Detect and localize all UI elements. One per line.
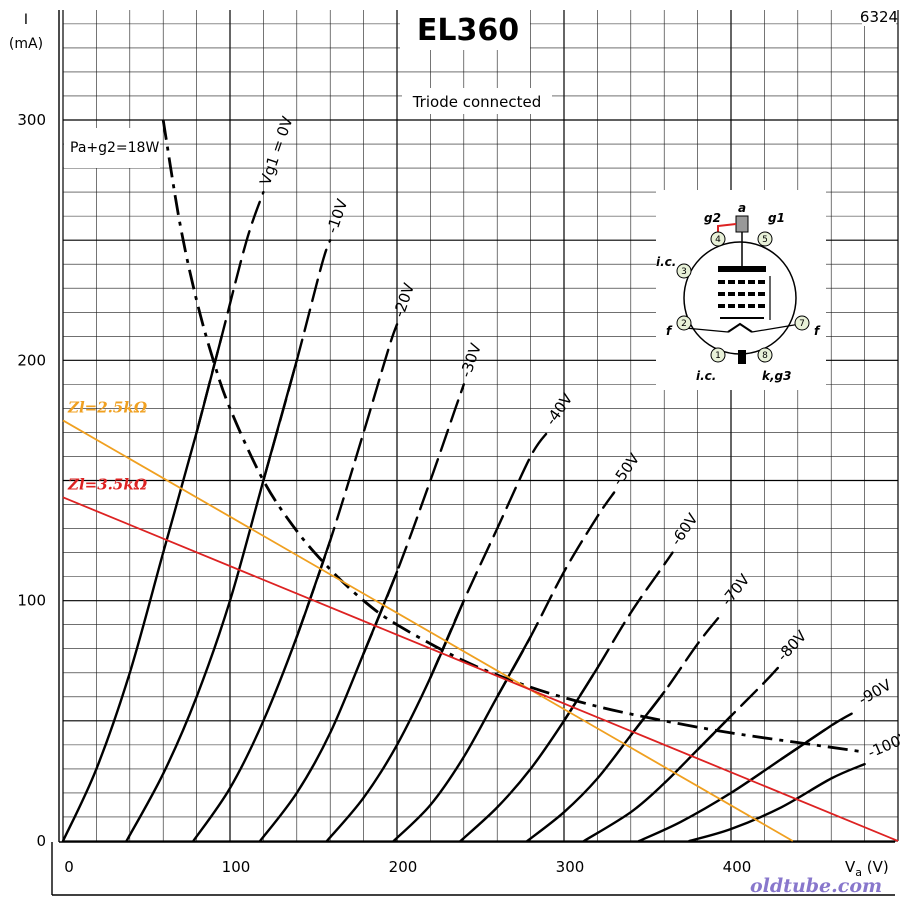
- pin-5: [757, 231, 773, 247]
- y-axis-label-unit: (mA): [9, 36, 43, 52]
- pin-2-label: f: [666, 324, 673, 338]
- top-cap: [735, 215, 749, 233]
- x-tick-label: 200: [389, 858, 418, 876]
- y-axis-label-symbol: I: [24, 12, 28, 28]
- curve-dashed-7: [629, 611, 724, 737]
- anode-plate: [718, 266, 766, 272]
- subtitle-background: [402, 88, 552, 114]
- curve-dashed-4: [429, 431, 549, 679]
- pin-2: [676, 315, 692, 331]
- x-label-background: [835, 850, 893, 880]
- dissipation-label: Pa+g2=18W: [70, 140, 159, 156]
- ref-number: 6324: [860, 8, 898, 26]
- base-key: [738, 350, 746, 364]
- pin-8-label: k,g3: [762, 369, 791, 383]
- curve-dashed-2: [295, 323, 399, 638]
- dissipation-limit: [161, 119, 865, 754]
- ref-number-background: [862, 8, 896, 26]
- pin-5-number: 5: [762, 235, 768, 245]
- curve-dashed-0: [195, 190, 265, 434]
- tube-base-diagram: 4 5 3 2 7 1 8 g2 a g1 i.c. f f i.c. k,g3: [656, 190, 826, 390]
- pin-3: [676, 263, 692, 279]
- pin-1: [710, 347, 726, 363]
- pin-2-number: 2: [681, 319, 687, 329]
- curve-dashed-3: [362, 383, 465, 655]
- grid-voltage-curves: [61, 190, 866, 843]
- pin-3-label: i.c.: [656, 255, 676, 269]
- curve-dashed-9: [779, 710, 858, 761]
- y-tick-label: 100: [17, 592, 46, 610]
- chart-subtitle: Triode connected: [412, 93, 542, 111]
- pin-7: [794, 315, 810, 331]
- heater-lead-right: [751, 323, 801, 333]
- pin-4-label: g2: [704, 211, 721, 225]
- pin-1-label: i.c.: [696, 369, 716, 383]
- curve-solid-10: [688, 762, 866, 843]
- x-tick-label: 100: [222, 858, 251, 876]
- title-background: [400, 8, 530, 50]
- load-line-0: [62, 419, 794, 842]
- curve-solid-1: [125, 359, 298, 843]
- watermark: oldtube.com: [750, 875, 882, 897]
- x-tick-labels: 0 100 200 300 400: [64, 858, 751, 876]
- dissipation-label-background: [64, 128, 160, 168]
- pin-4: [710, 231, 726, 247]
- heater: [727, 322, 753, 333]
- chart-title: EL360: [417, 13, 519, 48]
- curve-dashed-5: [496, 491, 616, 698]
- x-tick-label: 0: [64, 858, 74, 876]
- y-tick-label: 200: [17, 351, 46, 369]
- load-line-1: [62, 496, 899, 842]
- curve-dashed-1: [262, 239, 332, 482]
- pin-5-label: g1: [768, 211, 785, 225]
- load-line-label-0: Zl=2.5kΩ: [67, 398, 148, 416]
- y-tick-labels: 0 100 200 300: [17, 111, 46, 850]
- load-line-label-1: Zl=3.5kΩ: [67, 475, 148, 493]
- tube-envelope: [683, 241, 797, 355]
- dissipation-curve: [161, 119, 865, 754]
- pin-3-number: 3: [681, 267, 687, 277]
- pin-1-number: 1: [715, 351, 721, 361]
- curve-dashed-8: [696, 666, 779, 751]
- y-label-background: [4, 8, 48, 54]
- load-lines: Zl=2.5kΩ Zl=3.5kΩ: [62, 398, 899, 842]
- pin-7-number: 7: [799, 319, 805, 329]
- heater-lead-left: [684, 327, 729, 333]
- pin-7-label: f: [814, 324, 821, 338]
- top-cap-label: a: [738, 201, 746, 215]
- x-tick-label: 400: [723, 858, 752, 876]
- curve-dashed-6: [562, 551, 674, 722]
- curve-solid-5: [392, 635, 532, 843]
- y-tick-label: 0: [36, 832, 46, 850]
- pin-8-number: 8: [762, 351, 768, 361]
- pin-8: [757, 347, 773, 363]
- y-tick-label: 300: [17, 111, 46, 129]
- pin-4-number: 4: [715, 235, 721, 245]
- x-tick-label: 300: [556, 858, 585, 876]
